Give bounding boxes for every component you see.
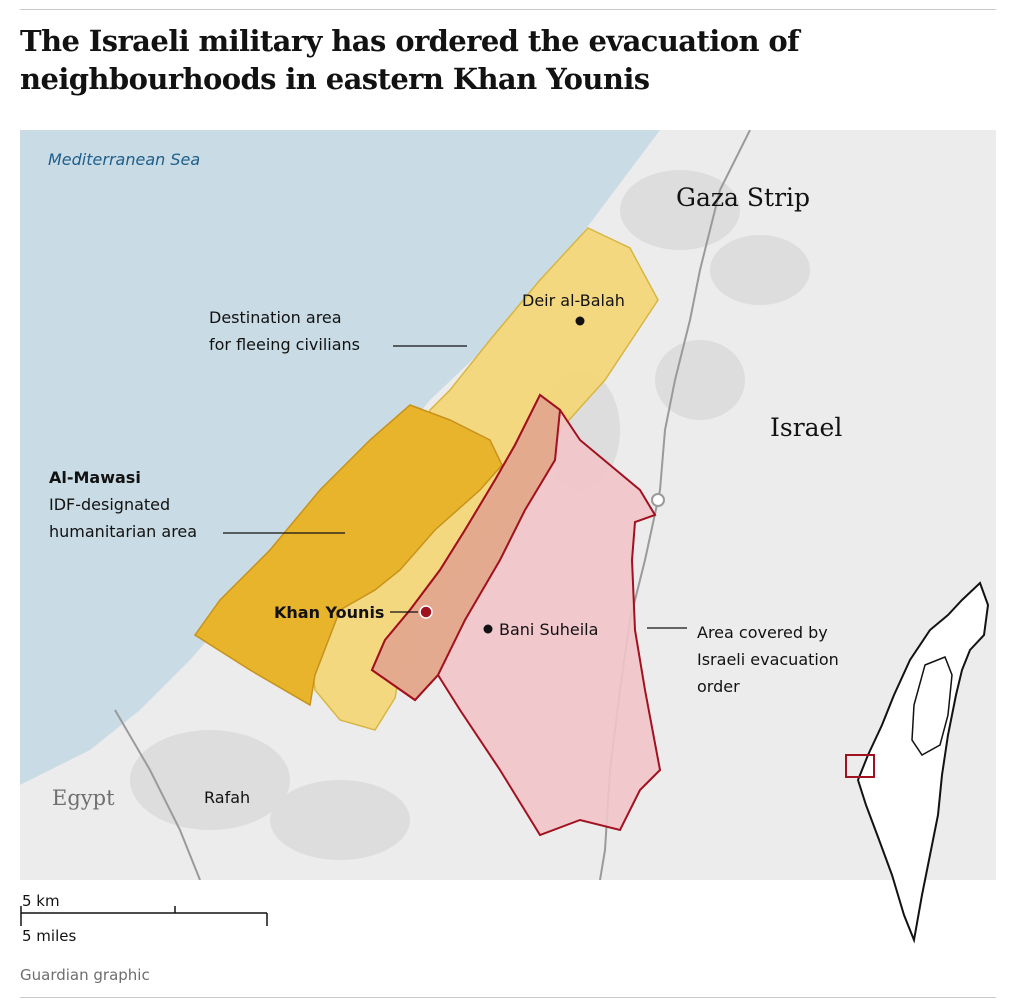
top-rule bbox=[20, 9, 996, 10]
border-crossing-marker bbox=[651, 493, 665, 507]
mawasi-title: Al-Mawasi bbox=[49, 468, 141, 487]
egypt-label: Egypt bbox=[52, 786, 115, 810]
scale-miles-label: 5 miles bbox=[22, 927, 76, 945]
rafah-label: Rafah bbox=[204, 788, 250, 807]
mawasi-label-line2: IDF-designated bbox=[49, 495, 170, 514]
locator-west-bank bbox=[911, 656, 953, 756]
khan-younis-label: Khan Younis bbox=[274, 603, 384, 622]
bottom-rule bbox=[20, 997, 996, 998]
source-credit: Guardian graphic bbox=[20, 966, 150, 984]
evacuation-label-line3: order bbox=[697, 677, 740, 696]
al-mawasi-area bbox=[193, 404, 503, 707]
map-title: The Israeli military has ordered the eva… bbox=[20, 24, 800, 96]
mediterranean-sea bbox=[20, 130, 660, 785]
mediterranean-sea-label: Mediterranean Sea bbox=[48, 150, 200, 169]
bani-suheila-label: Bani Suheila bbox=[499, 620, 598, 639]
locator-israel-outline bbox=[856, 581, 990, 944]
mawasi-label-line3: humanitarian area bbox=[49, 522, 197, 541]
deir-al-balah-label: Deir al-Balah bbox=[522, 291, 625, 310]
destination-label-line2: for fleeing civilians bbox=[209, 335, 360, 354]
khan-younis-marker bbox=[419, 605, 433, 619]
locator-inset bbox=[845, 581, 990, 944]
scale-bar: 5 km 5 miles bbox=[20, 892, 268, 945]
scale-km-label: 5 km bbox=[22, 892, 60, 910]
bani-suheila-marker bbox=[483, 624, 493, 634]
israel-label: Israel bbox=[770, 413, 842, 442]
deir-al-balah-marker bbox=[575, 316, 585, 326]
khan-younis-overlap bbox=[370, 393, 562, 702]
evacuation-label-line1: Area covered by bbox=[697, 623, 828, 642]
destination-label-line1: Destination area bbox=[209, 308, 342, 327]
evacuation-label-line2: Israeli evacuation bbox=[697, 650, 839, 669]
egypt-border bbox=[114, 709, 201, 880]
locator-gaza-box bbox=[845, 754, 875, 778]
map: Khan Younis Deir al-Balah Bani Suheila R… bbox=[20, 130, 996, 880]
gaza-strip-label: Gaza Strip bbox=[676, 183, 810, 212]
